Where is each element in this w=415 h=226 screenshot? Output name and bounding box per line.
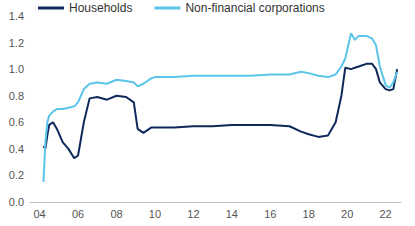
svg-text:0.4: 0.4	[9, 143, 24, 155]
svg-text:12: 12	[187, 208, 199, 220]
svg-text:16: 16	[264, 208, 276, 220]
svg-text:0.6: 0.6	[9, 116, 24, 128]
svg-text:10: 10	[149, 208, 161, 220]
svg-text:Non-financial corporations: Non-financial corporations	[185, 1, 324, 15]
svg-text:Households: Households	[69, 1, 132, 15]
svg-text:1.4: 1.4	[9, 10, 24, 22]
svg-text:06: 06	[72, 208, 84, 220]
svg-text:22: 22	[379, 208, 391, 220]
svg-text:0.2: 0.2	[9, 169, 24, 181]
svg-text:0.0: 0.0	[9, 196, 24, 208]
svg-text:14: 14	[226, 208, 238, 220]
svg-text:18: 18	[303, 208, 315, 220]
svg-text:0.8: 0.8	[9, 90, 24, 102]
svg-text:1.2: 1.2	[9, 37, 24, 49]
svg-text:20: 20	[341, 208, 353, 220]
svg-text:04: 04	[33, 208, 45, 220]
svg-text:1.0: 1.0	[9, 63, 24, 75]
svg-text:08: 08	[110, 208, 122, 220]
